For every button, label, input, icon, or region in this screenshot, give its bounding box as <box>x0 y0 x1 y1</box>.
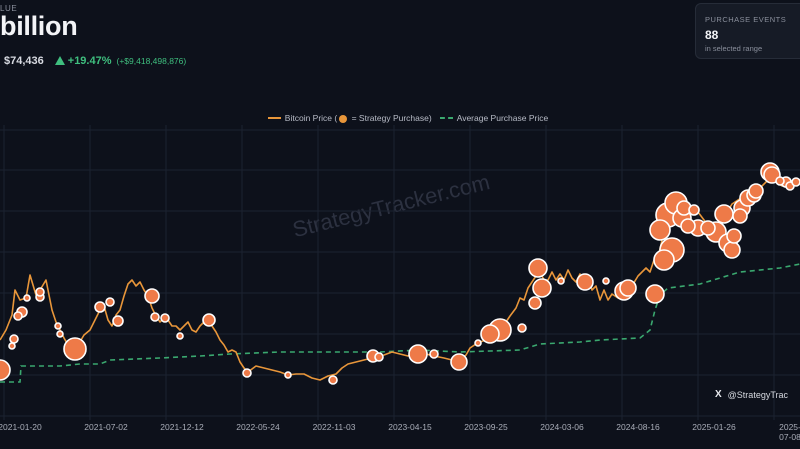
purchase-marker[interactable] <box>35 287 45 297</box>
card-value: 88 <box>705 28 719 42</box>
x-tick-label: 2023-04-15 <box>388 422 432 432</box>
card-subtitle: in selected range <box>705 44 763 53</box>
social-handle[interactable]: X @StrategyTrac <box>715 389 788 400</box>
purchase-marker[interactable] <box>645 284 665 304</box>
legend-item-bitcoin-price[interactable]: Bitcoin Price ( = Strategy Purchase) <box>267 113 432 123</box>
purchase-marker[interactable] <box>56 330 64 338</box>
x-tick-label: 2023-09-25 <box>464 422 508 432</box>
purchase-marker[interactable] <box>8 342 16 350</box>
change-percent-text: +19.47% <box>67 55 112 67</box>
purchase-marker[interactable] <box>408 344 428 364</box>
purchase-marker[interactable] <box>13 311 23 321</box>
purchase-marker[interactable] <box>144 288 160 304</box>
purchase-marker[interactable] <box>714 204 734 224</box>
purchase-marker[interactable] <box>202 313 216 327</box>
chart-grid <box>0 125 800 420</box>
btc-price: $74,436 <box>4 55 44 67</box>
purchase-marker[interactable] <box>680 218 696 234</box>
purchase-marker[interactable] <box>94 301 106 313</box>
purchase-marker[interactable] <box>450 353 468 371</box>
purchase-marker[interactable] <box>726 228 742 244</box>
purchase-marker[interactable] <box>775 176 785 186</box>
purchase-marker[interactable] <box>105 297 115 307</box>
legend-label-price: Bitcoin Price ( = Strategy Purchase) <box>284 113 432 123</box>
purchase-marker[interactable] <box>242 368 252 378</box>
purchase-markers <box>0 162 800 385</box>
x-tick-label: 2024-08-16 <box>616 422 660 432</box>
card-title: PURCHASE EVENTS <box>705 15 787 24</box>
purchase-marker[interactable] <box>54 322 62 330</box>
purchase-marker[interactable] <box>23 294 31 302</box>
purchase-marker[interactable] <box>284 371 292 379</box>
purchase-marker[interactable] <box>429 349 439 359</box>
purchase-marker[interactable] <box>63 337 87 361</box>
purchase-marker[interactable] <box>160 313 170 323</box>
x-tick-label: 2022-11-03 <box>312 422 356 432</box>
purchase-marker[interactable] <box>688 204 700 216</box>
x-logo-icon: X <box>715 389 722 400</box>
line-swatch-icon <box>267 117 281 119</box>
purchase-marker[interactable] <box>791 177 800 187</box>
purchase-marker[interactable] <box>528 258 548 278</box>
x-tick-label: 2025-01-26 <box>692 422 736 432</box>
purchase-marker[interactable] <box>0 359 11 381</box>
purchase-marker[interactable] <box>517 323 527 333</box>
x-tick-label: 2021-12-12 <box>160 422 204 432</box>
purchase-marker[interactable] <box>474 339 482 347</box>
x-tick-label: 2025-07-08 <box>779 422 800 442</box>
purchase-marker[interactable] <box>602 277 610 285</box>
x-tick-label: 2022-05-24 <box>236 422 280 432</box>
x-tick-label: 2021-07-02 <box>84 422 128 432</box>
purchase-marker[interactable] <box>328 375 338 385</box>
average-purchase-price-line <box>0 263 800 383</box>
legend-label-avg: Average Purchase Price <box>456 113 549 123</box>
chart-legend: Bitcoin Price ( = Strategy Purchase) Ave… <box>0 113 800 123</box>
purchase-marker[interactable] <box>723 241 741 259</box>
purchase-marker[interactable] <box>653 249 675 271</box>
purchase-marker[interactable] <box>576 273 594 291</box>
purchase-marker[interactable] <box>557 277 565 285</box>
portfolio-value-label: LUE <box>0 4 18 13</box>
dashed-line-swatch-icon <box>439 117 453 119</box>
handle-text: @StrategyTrac <box>727 389 788 400</box>
purchase-marker[interactable] <box>150 312 160 322</box>
purchase-marker[interactable] <box>748 183 764 199</box>
portfolio-value: billion <box>0 11 78 41</box>
x-tick-label: 2021-01-20 <box>0 422 42 432</box>
purchase-marker[interactable] <box>700 220 716 236</box>
purchase-marker[interactable] <box>480 324 500 344</box>
purchase-dot-icon <box>339 114 348 123</box>
legend-item-average-price[interactable]: Average Purchase Price <box>439 113 549 123</box>
x-tick-label: 2024-03-06 <box>540 422 584 432</box>
purchase-marker[interactable] <box>649 219 671 241</box>
up-triangle-icon <box>54 56 65 65</box>
purchase-marker[interactable] <box>732 208 748 224</box>
purchase-marker[interactable] <box>176 332 184 340</box>
purchase-events-card: PURCHASE EVENTS 88 in selected range <box>695 3 800 59</box>
purchase-marker[interactable] <box>112 315 124 327</box>
purchase-marker[interactable] <box>374 352 384 362</box>
purchase-marker[interactable] <box>528 296 542 310</box>
change-absolute: (+$9,418,498,876) <box>116 56 187 66</box>
purchase-marker[interactable] <box>9 334 19 344</box>
purchase-marker[interactable] <box>532 278 552 298</box>
purchase-marker[interactable] <box>619 279 637 297</box>
price-change-row: $74,436 +19.47% (+$9,418,498,876) <box>4 55 186 67</box>
change-percent: +19.47% <box>54 55 112 67</box>
